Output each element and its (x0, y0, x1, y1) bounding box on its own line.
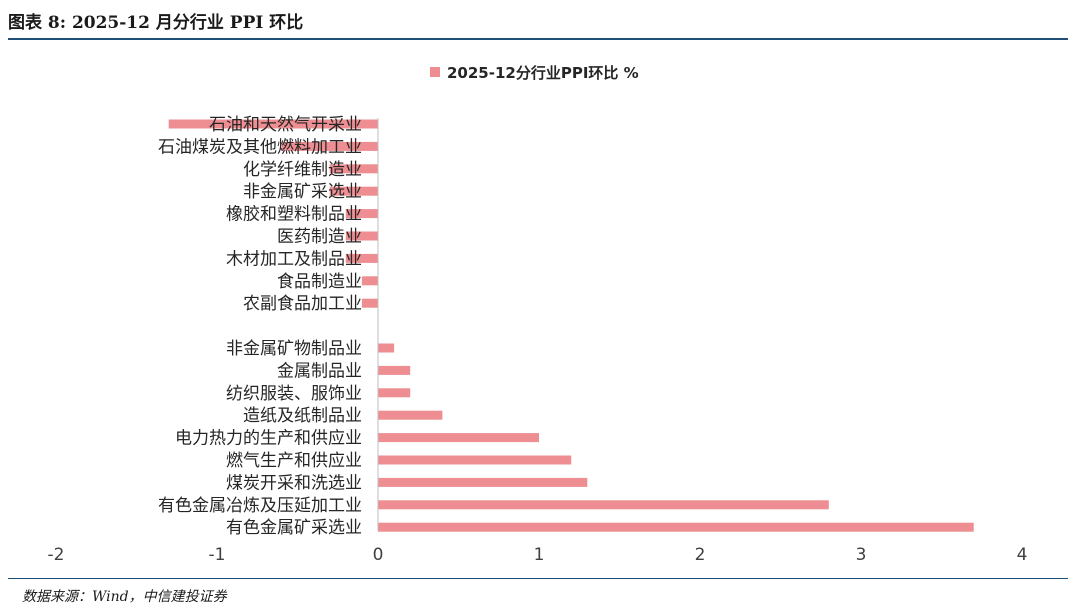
bar-1 (281, 141, 378, 151)
category-label-17: 有色金属冶炼及压延加工业 (158, 496, 362, 516)
data-source-note: 数据来源：Wind，中信建投证券 (22, 589, 227, 605)
x-tick-label-0: -2 (48, 545, 65, 565)
chart-legend: 2025-12分行业PPI环比 % (430, 64, 639, 82)
x-tick-label-5: 3 (856, 545, 867, 565)
category-label-4: 橡胶和塑料制品业 (226, 205, 362, 225)
legend-swatch (430, 67, 440, 77)
bar-8 (361, 298, 378, 308)
bar-11 (378, 365, 411, 375)
x-tick-label-4: 2 (695, 545, 706, 565)
bar-18 (378, 522, 974, 532)
category-label-0: 石油和天然气开采业 (209, 115, 362, 135)
bar-0 (168, 119, 378, 129)
x-tick-label-6: 4 (1017, 545, 1028, 565)
bar-3 (329, 186, 378, 196)
category-label-13: 造纸及纸制品业 (243, 406, 362, 426)
figure-title: 图表 8: 2025-12 月分行业 PPI 环比 (8, 13, 304, 33)
category-label-2: 化学纤维制造业 (243, 160, 362, 180)
bar-7 (361, 276, 378, 286)
bar-4 (345, 209, 378, 219)
legend-label: 2025-12分行业PPI环比 % (447, 64, 639, 82)
category-label-18: 有色金属矿采选业 (226, 518, 362, 538)
x-tick-label-3: 1 (534, 545, 545, 565)
bar-16 (378, 477, 588, 487)
category-label-11: 金属制品业 (277, 361, 362, 381)
header-divider (8, 38, 1068, 40)
bar-6 (345, 253, 378, 263)
category-label-1: 石油煤炭及其他燃料加工业 (158, 137, 362, 157)
bar-13 (378, 410, 443, 420)
category-label-3: 非金属矿采选业 (243, 182, 362, 202)
bar-2 (329, 164, 378, 174)
category-label-5: 医药制造业 (277, 227, 362, 247)
x-tick-label-1: -1 (209, 545, 226, 565)
bar-10 (378, 343, 395, 353)
x-tick-label-2: 0 (373, 545, 384, 565)
bar-5 (345, 231, 378, 241)
category-label-12: 纺织服装、服饰业 (226, 384, 362, 404)
category-label-10: 非金属矿物制品业 (226, 339, 362, 359)
category-label-14: 电力热力的生产和供应业 (175, 429, 362, 449)
footer-divider (8, 578, 1068, 579)
category-label-15: 燃气生产和供应业 (226, 451, 362, 471)
bar-14 (378, 433, 539, 443)
bar-17 (378, 500, 829, 510)
bar-15 (378, 455, 572, 465)
bar-12 (378, 388, 411, 398)
category-label-6: 木材加工及制品业 (226, 249, 362, 269)
category-label-16: 煤炭开采和洗选业 (226, 473, 362, 493)
category-label-8: 农副食品加工业 (243, 294, 362, 314)
category-label-7: 食品制造业 (277, 272, 362, 292)
